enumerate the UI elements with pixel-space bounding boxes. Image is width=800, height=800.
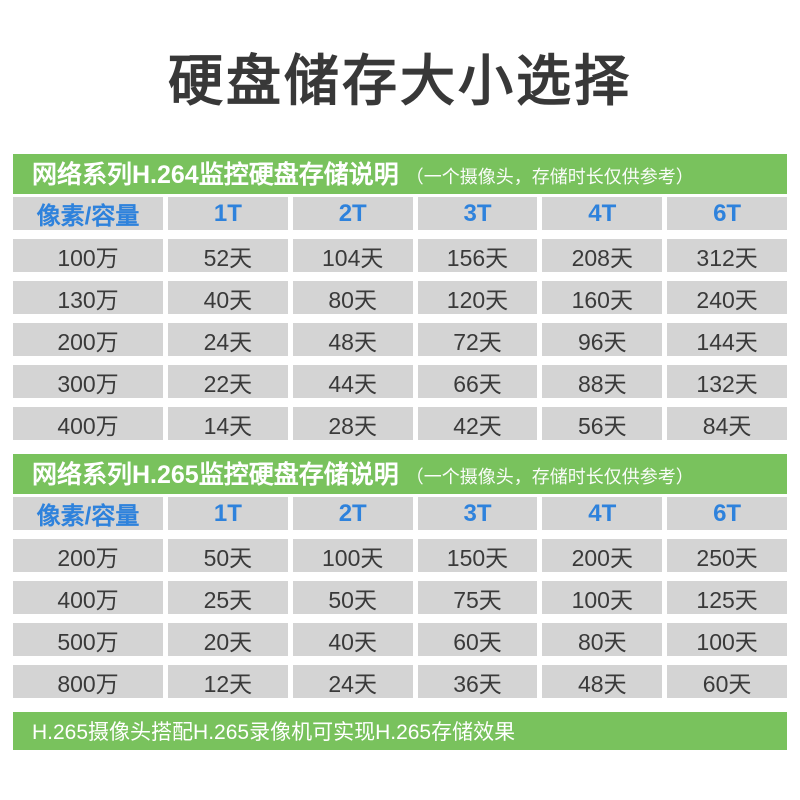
value-cell: 250天 <box>667 539 787 573</box>
value-cell: 240天 <box>667 281 787 315</box>
banner-title: 网络系列H.264监控硬盘存储说明 <box>32 161 399 190</box>
value-cell: 28天 <box>292 407 413 441</box>
value-cell: 208天 <box>542 239 663 273</box>
value-cell: 52天 <box>168 239 288 273</box>
row-label-cell: 300万 <box>13 365 163 399</box>
value-cell: 56天 <box>542 407 663 441</box>
value-cell: 75天 <box>417 581 538 615</box>
value-cell: 48天 <box>292 323 413 357</box>
row-label-cell: 800万 <box>13 665 163 699</box>
column-header: 4T <box>542 197 663 231</box>
value-cell: 24天 <box>168 323 288 357</box>
value-cell: 60天 <box>417 623 538 657</box>
row-label-cell: 400万 <box>13 407 163 441</box>
value-cell: 20天 <box>168 623 288 657</box>
column-header: 1T <box>168 197 288 231</box>
banner-subtitle: （一个摄像头，存储时长仅供参考） <box>405 167 694 188</box>
value-cell: 44天 <box>292 365 413 399</box>
h265-storage-table: 像素/容量 1T 2T 3T 4T 6T 200万 50天 100天 150天 200天 250天 40… <box>13 497 787 699</box>
value-cell: 80天 <box>292 281 413 315</box>
value-cell: 50天 <box>168 539 288 573</box>
h264-banner: 网络系列H.264监控硬盘存储说明 （一个摄像头，存储时长仅供参考） <box>13 154 787 195</box>
banner-title: 网络系列H.265监控硬盘存储说明 <box>32 461 399 490</box>
column-header-label: 像素/容量 <box>13 497 163 531</box>
value-cell: 24天 <box>292 665 413 699</box>
row-label-cell: 200万 <box>13 539 163 573</box>
value-cell: 14天 <box>168 407 288 441</box>
column-header-label: 像素/容量 <box>13 197 163 231</box>
value-cell: 40天 <box>292 623 413 657</box>
value-cell: 200天 <box>542 539 663 573</box>
value-cell: 40天 <box>168 281 288 315</box>
column-header: 1T <box>168 497 288 531</box>
value-cell: 144天 <box>667 323 787 357</box>
value-cell: 48天 <box>542 665 663 699</box>
value-cell: 156天 <box>417 239 538 273</box>
value-cell: 96天 <box>542 323 663 357</box>
footer-note-bar: H.265摄像头搭配H.265录像机可实现H.265存储效果 <box>13 712 787 751</box>
row-label-cell: 100万 <box>13 239 163 273</box>
value-cell: 125天 <box>667 581 787 615</box>
h265-banner: 网络系列H.265监控硬盘存储说明 （一个摄像头，存储时长仅供参考） <box>13 454 787 495</box>
value-cell: 100天 <box>292 539 413 573</box>
row-label-cell: 130万 <box>13 281 163 315</box>
value-cell: 104天 <box>292 239 413 273</box>
value-cell: 36天 <box>417 665 538 699</box>
column-header: 3T <box>417 197 538 231</box>
value-cell: 66天 <box>417 365 538 399</box>
h264-storage-table: 像素/容量 1T 2T 3T 4T 6T 100万 52天 104天 156天 208天 312天 13… <box>13 197 787 441</box>
column-header: 6T <box>667 497 787 531</box>
value-cell: 42天 <box>417 407 538 441</box>
value-cell: 84天 <box>667 407 787 441</box>
column-header: 2T <box>292 197 413 231</box>
h265-table-section: 网络系列H.265监控硬盘存储说明 （一个摄像头，存储时长仅供参考） 像素/容量… <box>13 454 787 699</box>
page-title: 硬盘储存大小选择 <box>167 50 632 112</box>
value-cell: 72天 <box>417 323 538 357</box>
value-cell: 132天 <box>667 365 787 399</box>
h264-table-section: 网络系列H.264监控硬盘存储说明 （一个摄像头，存储时长仅供参考） 像素/容量… <box>13 154 787 441</box>
column-header: 4T <box>542 497 663 531</box>
row-label-cell: 200万 <box>13 323 163 357</box>
tables-container: 网络系列H.264监控硬盘存储说明 （一个摄像头，存储时长仅供参考） 像素/容量… <box>13 154 787 699</box>
value-cell: 60天 <box>667 665 787 699</box>
row-label-cell: 400万 <box>13 581 163 615</box>
value-cell: 120天 <box>417 281 538 315</box>
value-cell: 80天 <box>542 623 663 657</box>
value-cell: 150天 <box>417 539 538 573</box>
value-cell: 22天 <box>168 365 288 399</box>
value-cell: 88天 <box>542 365 663 399</box>
column-header: 2T <box>292 497 413 531</box>
banner-subtitle: （一个摄像头，存储时长仅供参考） <box>405 467 694 488</box>
value-cell: 100天 <box>667 623 787 657</box>
value-cell: 312天 <box>667 239 787 273</box>
column-header: 6T <box>667 197 787 231</box>
value-cell: 100天 <box>542 581 663 615</box>
value-cell: 160天 <box>542 281 663 315</box>
row-label-cell: 500万 <box>13 623 163 657</box>
value-cell: 50天 <box>292 581 413 615</box>
value-cell: 12天 <box>168 665 288 699</box>
column-header: 3T <box>417 497 538 531</box>
value-cell: 25天 <box>168 581 288 615</box>
